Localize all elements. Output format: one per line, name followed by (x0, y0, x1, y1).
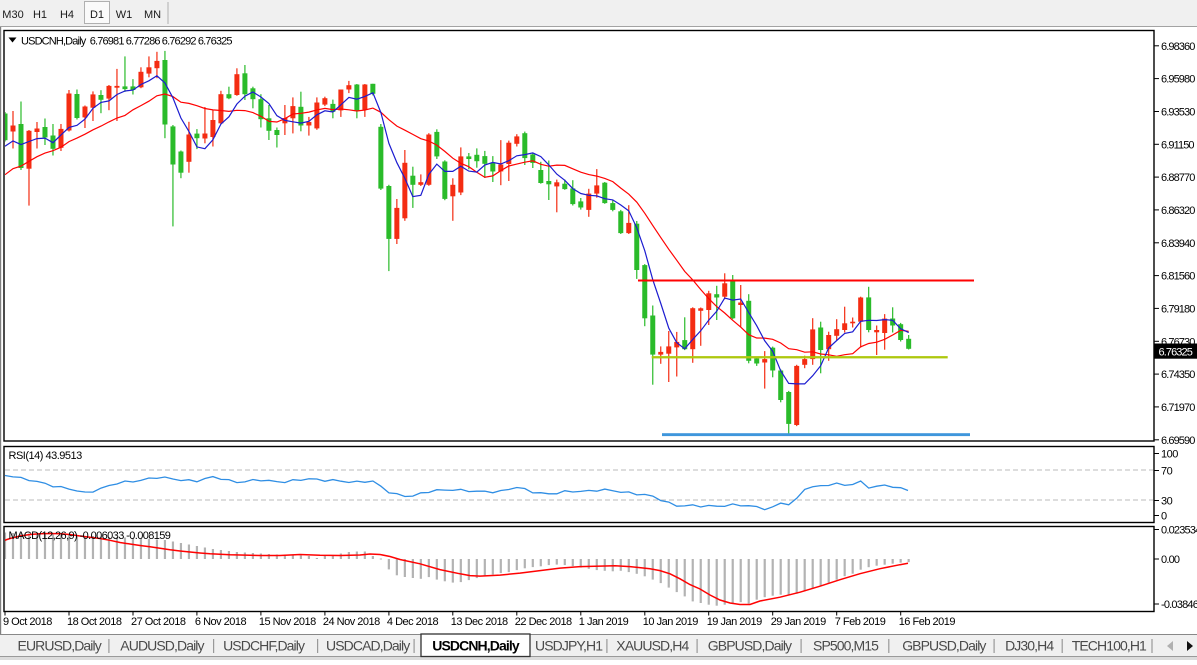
svg-text:4 Dec 2018: 4 Dec 2018 (387, 616, 439, 628)
svg-text:18 Oct 2018: 18 Oct 2018 (67, 616, 122, 628)
svg-text:6.71970: 6.71970 (1161, 402, 1195, 414)
svg-text:SP500,M15: SP500,M15 (813, 638, 879, 654)
svg-text:USDCNH,Daily: USDCNH,Daily (432, 638, 520, 654)
svg-text:M30: M30 (2, 9, 23, 21)
svg-text:10 Jan 2019: 10 Jan 2019 (643, 616, 698, 628)
svg-text:0.023534: 0.023534 (1161, 525, 1197, 537)
svg-text:6.93530: 6.93530 (1161, 107, 1195, 119)
svg-text:RSI(14) 43.9513: RSI(14) 43.9513 (9, 450, 83, 462)
svg-text:13 Dec 2018: 13 Dec 2018 (451, 616, 508, 628)
svg-text:1 Jan 2019: 1 Jan 2019 (579, 616, 629, 628)
svg-text:USDCAD,Daily: USDCAD,Daily (326, 638, 410, 654)
svg-text:30: 30 (1161, 496, 1173, 508)
svg-text:6.69590: 6.69590 (1161, 435, 1195, 447)
svg-text:15 Nov 2018: 15 Nov 2018 (259, 616, 316, 628)
svg-text:6.83940: 6.83940 (1161, 238, 1195, 250)
svg-text:GBPUSD,Daily: GBPUSD,Daily (902, 638, 986, 654)
svg-text:GBPUSD,Daily: GBPUSD,Daily (708, 638, 792, 654)
svg-text:MACD(12,26,9) -0.006033 -0.008: MACD(12,26,9) -0.006033 -0.008159 (9, 530, 171, 542)
svg-text:DJ30,H4: DJ30,H4 (1005, 638, 1054, 654)
svg-text:EURUSD,Daily: EURUSD,Daily (18, 638, 102, 654)
svg-text:9 Oct 2018: 9 Oct 2018 (3, 616, 52, 628)
svg-text:W1: W1 (116, 9, 133, 21)
svg-text:D1: D1 (90, 9, 104, 21)
svg-text:USDCNH,Daily 6.76981 6.77286: USDCNH,Daily 6.76981 6.77286 6.76292 6.7… (21, 36, 232, 48)
svg-text:27 Oct 2018: 27 Oct 2018 (131, 616, 186, 628)
svg-text:6.81560: 6.81560 (1161, 271, 1195, 283)
svg-text:0: 0 (1161, 511, 1167, 523)
svg-text:19 Jan 2019: 19 Jan 2019 (707, 616, 762, 628)
svg-text:7 Feb 2019: 7 Feb 2019 (835, 616, 886, 628)
svg-text:6 Nov 2018: 6 Nov 2018 (195, 616, 247, 628)
svg-text:6.79180: 6.79180 (1161, 303, 1195, 315)
svg-text:AUDUSD,Daily: AUDUSD,Daily (120, 638, 204, 654)
svg-text:USDJPY,H1: USDJPY,H1 (535, 638, 603, 654)
svg-text:6.98360: 6.98360 (1161, 41, 1195, 53)
svg-text:-0.038466: -0.038466 (1161, 599, 1197, 611)
svg-text:USDCHF,Daily: USDCHF,Daily (223, 638, 305, 654)
svg-text:6.88770: 6.88770 (1161, 172, 1195, 184)
svg-text:6.91150: 6.91150 (1161, 139, 1194, 151)
svg-text:TECH100,H1: TECH100,H1 (1072, 638, 1147, 654)
svg-text:22 Dec 2018: 22 Dec 2018 (515, 616, 572, 628)
svg-text:6.74350: 6.74350 (1161, 369, 1195, 381)
svg-text:29 Jan 2019: 29 Jan 2019 (771, 616, 826, 628)
svg-text:100: 100 (1161, 449, 1178, 461)
svg-text:6.86320: 6.86320 (1161, 205, 1195, 217)
svg-text:H4: H4 (60, 9, 74, 21)
svg-text:6.76325: 6.76325 (1159, 346, 1193, 358)
svg-text:16 Feb 2019: 16 Feb 2019 (899, 616, 956, 628)
svg-text:70: 70 (1161, 466, 1173, 478)
svg-text:H1: H1 (33, 9, 47, 21)
svg-text:0.00: 0.00 (1161, 554, 1180, 566)
svg-text:XAUUSD,H4: XAUUSD,H4 (616, 638, 689, 654)
svg-text:24 Nov 2018: 24 Nov 2018 (323, 616, 380, 628)
svg-text:MN: MN (144, 9, 161, 21)
svg-text:6.95980: 6.95980 (1161, 74, 1195, 86)
